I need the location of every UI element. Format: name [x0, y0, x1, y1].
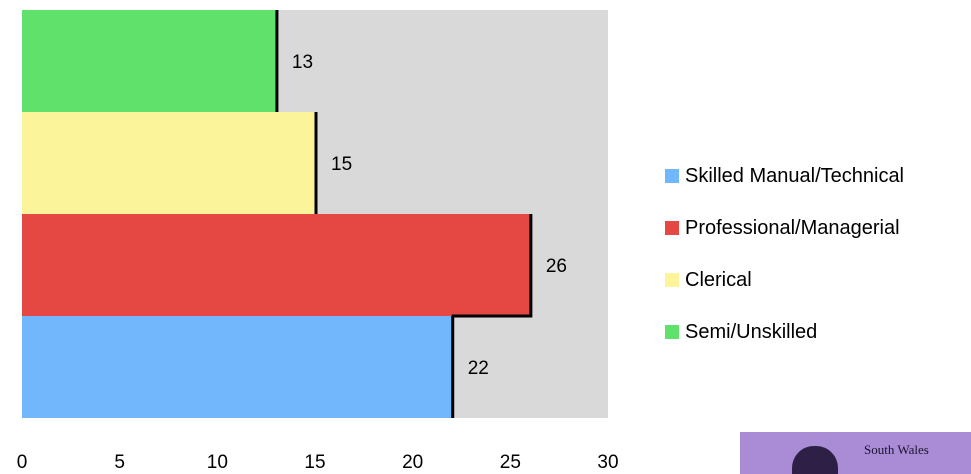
bar-edge-professional-managerial	[451, 214, 533, 318]
legend-swatch	[665, 221, 679, 235]
logo: South Wales	[740, 432, 971, 474]
data-label-professional-managerial: 26	[546, 256, 567, 277]
x-tick-label: 30	[597, 452, 618, 473]
bar-semi-unskilled	[22, 10, 276, 112]
legend-item-skilled-manual-technical: Skilled Manual/Technical	[665, 150, 904, 202]
legend-swatch	[665, 273, 679, 287]
x-tick-label: 25	[500, 452, 521, 473]
bar-professional-managerial	[22, 214, 530, 316]
logo-mark-icon	[792, 446, 838, 474]
x-tick-label: 0	[17, 452, 28, 473]
legend-label: Semi/Unskilled	[685, 320, 818, 343]
legend-item-clerical: Clerical	[665, 254, 904, 306]
x-tick-label: 5	[114, 452, 125, 473]
legend-label: Skilled Manual/Technical	[685, 164, 905, 187]
legend-item-semi-unskilled: Semi/Unskilled	[665, 306, 904, 358]
legend-label: Clerical	[685, 268, 752, 291]
legend-swatch	[665, 325, 679, 339]
legend-label: Professional/Managerial	[685, 216, 900, 239]
legend: Skilled Manual/Technical Professional/Ma…	[665, 150, 904, 358]
logo-text: South Wales	[864, 442, 929, 457]
x-tick-label: 20	[402, 452, 423, 473]
bar-clerical	[22, 112, 315, 214]
legend-item-professional-managerial: Professional/Managerial	[665, 202, 904, 254]
data-label-skilled-manual-technical: 22	[468, 358, 489, 379]
x-tick-label: 15	[304, 452, 325, 473]
legend-swatch	[665, 169, 679, 183]
data-label-clerical: 15	[331, 154, 352, 175]
bar-skilled-manual-technical	[22, 316, 452, 418]
x-tick-label: 10	[207, 452, 228, 473]
data-label-semi-unskilled: 13	[292, 52, 313, 73]
